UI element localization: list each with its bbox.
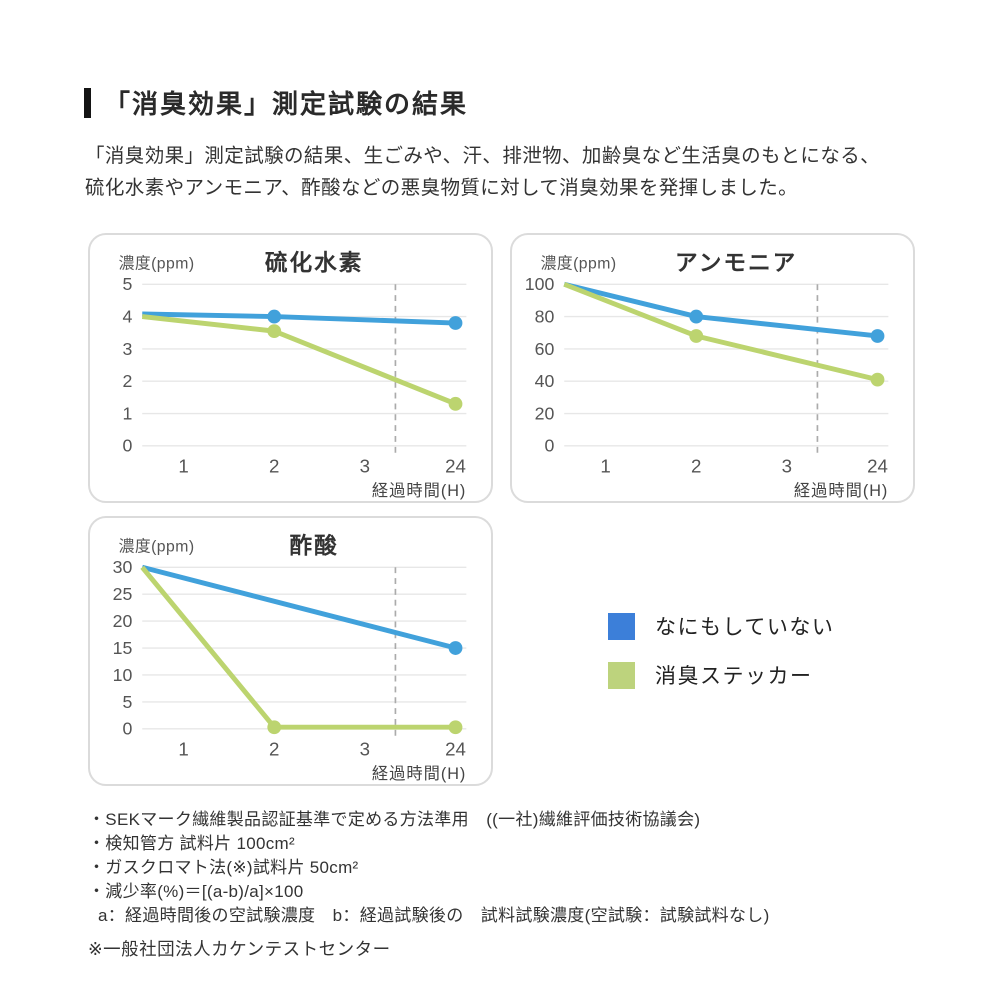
x-tick-label: 2 — [691, 455, 701, 476]
y-tick-label: 20 — [113, 611, 133, 631]
legend-label: なにもしていない — [655, 616, 835, 639]
footnote-line: ・ガスクロマト法(※)試料片 50cm² — [88, 858, 359, 877]
x-tick-label: 24 — [867, 455, 888, 476]
y-tick-label: 1 — [123, 403, 133, 423]
legend-item: 消臭ステッカー — [608, 660, 834, 690]
data-point — [448, 316, 463, 330]
legend-item: なにもしていない — [608, 611, 834, 641]
x-axis-title: 経過時間(H) — [794, 482, 888, 500]
legend-label: 消臭ステッカー — [655, 665, 813, 688]
footnote-line: a：経過時間後の空試験濃度 b：経過試験後の 試料試験濃度(空試験：試験試料なし… — [98, 906, 770, 925]
data-point — [267, 324, 282, 339]
chart-card-acetic-acid: 0 5 10 15 20 25 30 1 2 3 24 経過時間(H) 濃度(ppm) 酢酸 — [88, 516, 493, 786]
data-point — [870, 329, 885, 343]
intro-line-1: 「消臭効果」測定試験の結果、生ごみや、汗、排泄物、加齢臭など生活臭のもとになる、 — [85, 145, 881, 167]
data-point — [448, 720, 463, 735]
series-line — [141, 564, 457, 651]
y-tick-label: 30 — [113, 557, 133, 577]
intro-line-2: 硫化水素やアンモニア、酢酸などの悪臭物質に対して消臭効果を発揮しました。 — [85, 176, 799, 199]
x-tick-label: 1 — [178, 738, 188, 759]
chart-legend: なにもしていない 消臭ステッカー — [608, 611, 834, 709]
acetic-acid-chart: 0 5 10 15 20 25 30 1 2 3 24 経過時間(H) 濃度(ppm) 酢酸 — [113, 532, 467, 783]
x-tick-label: 3 — [782, 455, 792, 476]
y-tick-label: 3 — [123, 339, 133, 359]
y-tick-label: 5 — [123, 274, 133, 294]
y-tick-label: 0 — [123, 436, 133, 456]
y-axis-title: 濃度(ppm) — [119, 537, 195, 555]
legend-swatch — [608, 661, 635, 689]
y-tick-label: 25 — [113, 584, 133, 604]
legend-swatch — [608, 612, 635, 640]
y-tick-label: 0 — [545, 436, 555, 456]
page-title: 「消臭効果」測定試験の結果 — [104, 89, 469, 119]
y-tick-label: 80 — [535, 306, 555, 326]
chart-card-hydrogen-sulfide: 0 1 2 3 4 5 1 2 3 24 経過時間(H) 濃度(ppm) 硫化水素 — [88, 233, 493, 503]
data-point — [870, 372, 885, 387]
x-axis-title: 経過時間(H) — [372, 765, 466, 783]
y-tick-label: 0 — [123, 719, 133, 739]
chart-title: 酢酸 — [290, 532, 339, 558]
data-point — [267, 720, 282, 735]
x-tick-label: 24 — [445, 738, 466, 759]
x-tick-label: 24 — [445, 455, 466, 476]
chart-title: アンモニア — [675, 249, 797, 275]
data-point — [689, 309, 704, 324]
data-point — [267, 309, 282, 324]
intro-paragraph: 「消臭効果」測定試験の結果、生ごみや、汗、排泄物、加齢臭など生活臭のもとになる、… — [85, 141, 880, 204]
x-tick-label: 2 — [269, 455, 279, 476]
y-tick-label: 4 — [123, 306, 133, 326]
x-tick-label: 3 — [360, 455, 370, 476]
chart-title: 硫化水素 — [265, 249, 363, 275]
series-line — [141, 314, 457, 407]
x-tick-label: 1 — [600, 455, 610, 476]
y-axis-title: 濃度(ppm) — [119, 254, 195, 272]
data-point — [689, 329, 704, 343]
footnote-line: ・検知管方 試料片 100cm² — [88, 834, 295, 853]
page-title-row: 「消臭効果」測定試験の結果 — [84, 84, 468, 121]
chart-card-ammonia: 0 20 40 60 80 100 1 2 3 24 経過時間(H) 濃度(ppm) アンモニア — [510, 233, 915, 503]
ammonia-chart: 0 20 40 60 80 100 1 2 3 24 経過時間(H) 濃度(ppm) アンモニア — [525, 249, 889, 500]
footnote-line: ・SEKマーク繊維製品認証基準で定める方法準用 ((一社)繊維評価技術協議会) — [88, 810, 701, 829]
x-tick-label: 1 — [178, 455, 188, 476]
y-tick-label: 2 — [123, 371, 133, 391]
y-axis-title: 濃度(ppm) — [541, 254, 617, 272]
series-line — [563, 281, 878, 339]
footnote-line: ・減少率(%)＝[(a-b)/a]×100 — [88, 882, 304, 901]
x-tick-label: 3 — [360, 738, 370, 759]
series-line — [140, 565, 456, 730]
org-note: ※一般社団法人カケンテストセンター — [88, 939, 391, 959]
title-accent-bar — [84, 87, 91, 118]
hydrogen-sulfide-chart: 0 1 2 3 4 5 1 2 3 24 経過時間(H) 濃度(ppm) 硫化水素 — [119, 249, 467, 500]
y-tick-label: 40 — [535, 371, 555, 391]
y-tick-label: 60 — [535, 339, 555, 359]
data-point — [448, 641, 463, 655]
y-tick-label: 10 — [113, 665, 133, 685]
x-tick-label: 2 — [269, 738, 279, 759]
y-tick-label: 20 — [535, 403, 555, 423]
data-point — [448, 396, 463, 411]
y-tick-label: 15 — [113, 638, 133, 658]
y-tick-label: 100 — [525, 274, 555, 294]
x-axis-title: 経過時間(H) — [372, 482, 466, 500]
footnotes: ・SEKマーク繊維製品認証基準で定める方法準用 ((一社)繊維評価技術協議会) ・… — [88, 808, 770, 928]
y-tick-label: 5 — [123, 692, 133, 712]
